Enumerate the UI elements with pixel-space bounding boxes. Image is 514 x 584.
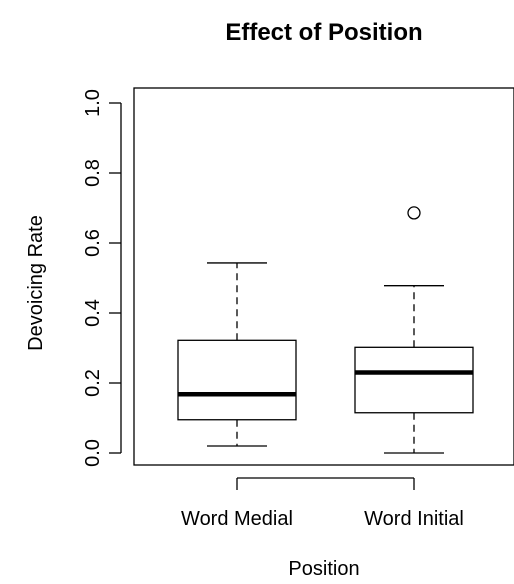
outlier-point	[407, 206, 421, 220]
chart-title: Effect of Position	[225, 19, 422, 46]
y-tick-label: 0.0	[82, 439, 104, 467]
x-axis-label: Position	[288, 558, 359, 580]
y-tick-label: 0.2	[82, 369, 104, 397]
x-tick-label: Word Medial	[181, 508, 293, 530]
box-group	[177, 262, 297, 447]
boxes-layer	[177, 206, 474, 454]
iqr-box	[354, 346, 474, 414]
box-group	[354, 206, 474, 454]
y-tick-label: 0.8	[82, 159, 104, 187]
y-tick-label: 0.6	[82, 229, 104, 257]
y-tick-label: 0.4	[82, 299, 104, 327]
x-tick-label: Word Initial	[364, 508, 464, 530]
y-tick-label: 1.0	[82, 89, 104, 117]
y-axis: 0.0 0.2 0.4 0.6 0.8 1.0	[82, 89, 122, 467]
y-axis-label: Devoicing Rate	[25, 215, 47, 351]
plot-frame	[133, 87, 514, 466]
x-axis: Word Medial Word Initial	[181, 477, 464, 530]
iqr-box	[177, 339, 297, 421]
